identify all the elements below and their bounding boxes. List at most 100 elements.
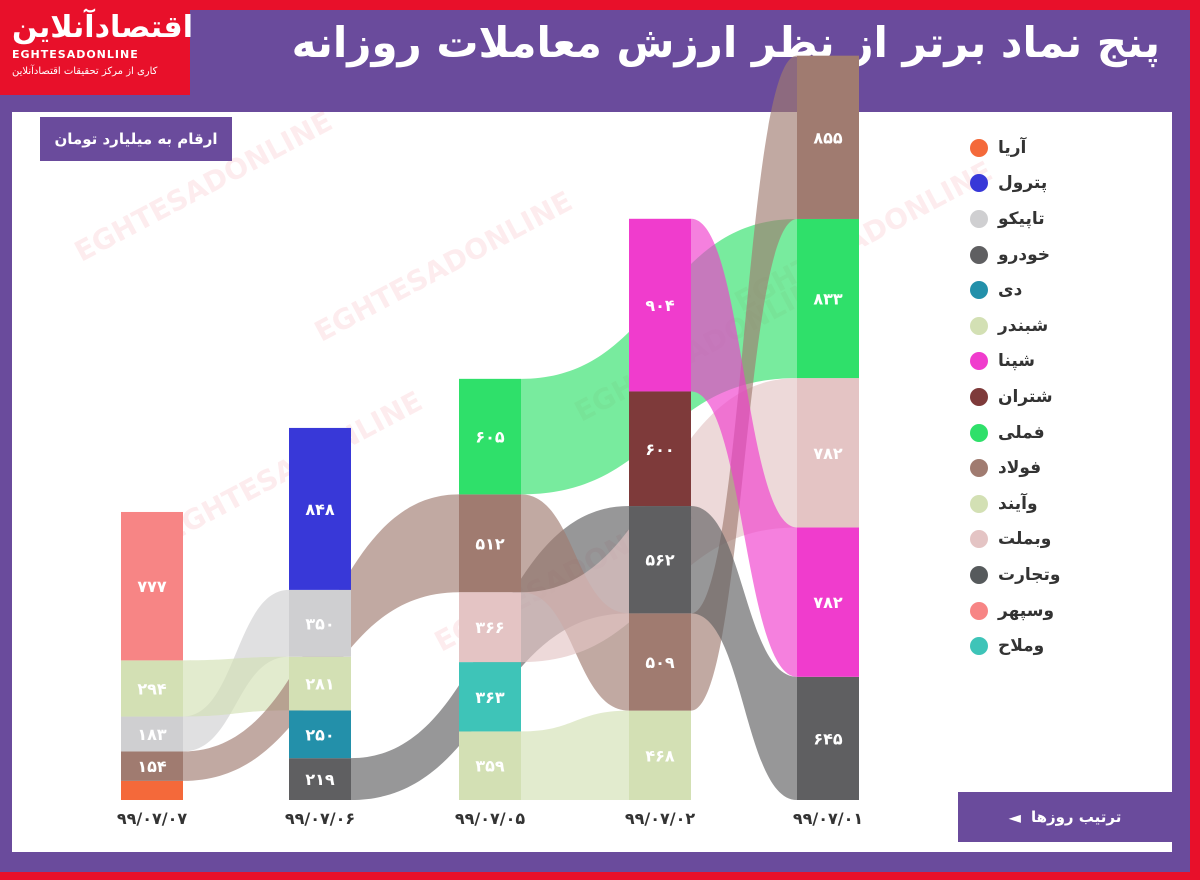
bar-segment — [459, 662, 521, 732]
data-label: ۶۰۰ — [645, 440, 674, 459]
bar-segment — [121, 716, 183, 752]
bar-segment — [121, 511, 183, 661]
bar-segment — [629, 710, 691, 800]
legend-item: شپنا — [970, 344, 1150, 380]
logo-mark: اقتصادآنلاین — [12, 10, 193, 45]
legend-label: وآیند — [998, 493, 1038, 514]
bar-segment — [629, 613, 691, 711]
logo: اقتصادآنلاین EGHTESADONLINE کاری از مرکز… — [0, 0, 193, 95]
legend-label: خودرو — [998, 244, 1050, 265]
legend-swatch — [970, 174, 988, 193]
legend-swatch — [970, 530, 988, 549]
legend-label: تاپیکو — [998, 208, 1045, 229]
data-label: ۲۹۴ — [137, 679, 167, 698]
legend-swatch — [970, 138, 988, 157]
data-label: ۷۷۷ — [137, 577, 167, 596]
legend-item: شتران — [970, 379, 1150, 415]
data-label: ۲۵۰ — [305, 725, 334, 744]
day-order-text: ترتیب روزها — [1030, 808, 1122, 826]
ribbon — [691, 218, 797, 677]
legend-item: وآیند — [970, 486, 1150, 522]
bar-segment — [797, 378, 859, 528]
legend-item: وبملت — [970, 522, 1150, 558]
legend-item: آریا — [970, 130, 1150, 166]
data-label: ۳۶۳ — [475, 688, 505, 707]
day-column: ۱۵۴ ۱۸۳ ۲۹۴ ۷۷۷ ۹۹/۰۷/۰۷ — [117, 511, 188, 828]
ribbon — [183, 656, 289, 717]
data-label: ۴۶۸ — [645, 746, 675, 765]
arrow-left-icon: ◄ — [1008, 807, 1021, 827]
legend-item: پترول — [970, 166, 1150, 202]
data-label: ۱۵۴ — [137, 757, 167, 776]
legend-item: دی — [970, 272, 1150, 308]
data-label: ۵۰۹ — [645, 653, 675, 672]
data-label: ۷۸۲ — [813, 593, 843, 612]
data-label: ۸۴۸ — [305, 500, 335, 519]
day-column: ۴۶۸ ۵۰۹ ۵۶۲ ۶۰۰ ۹۰۴ ۹۹/۰۷/۰۲ — [625, 218, 696, 828]
data-label: ۸۵۵ — [813, 128, 843, 147]
data-label: ۵۶۲ — [645, 551, 675, 570]
legend-swatch — [970, 565, 988, 584]
day-order-label: ترتیب روزها ◄ — [958, 792, 1172, 842]
legend-swatch — [970, 637, 988, 656]
data-label: ۱۸۳ — [137, 725, 167, 744]
data-label: ۶۰۵ — [475, 428, 505, 447]
data-label: ۳۵۹ — [475, 757, 505, 776]
legend-swatch — [970, 494, 988, 513]
data-label: ۸۳۳ — [813, 290, 843, 309]
legend-item: وسپهر — [970, 593, 1150, 629]
bar-segment — [289, 427, 351, 590]
legend: آریا پترول تاپیکو خودرو دی شبندر شپنا شتران فملی… — [970, 130, 1150, 664]
bar-segment — [121, 660, 183, 717]
data-label: ۳۶۶ — [475, 618, 504, 637]
unit-label: ارقام به میلیارد تومان — [40, 117, 232, 161]
legend-item: فولاد — [970, 450, 1150, 486]
data-label: ۲۸۱ — [305, 675, 334, 694]
legend-label: شپنا — [998, 351, 1035, 372]
bar-segment — [289, 656, 351, 711]
bar-segment — [121, 751, 183, 781]
data-label: ۷۸۲ — [813, 444, 843, 463]
page-title: پنج نماد برتر از نظر ارزش معاملات روزانه — [291, 18, 1160, 67]
x-tick-label: ۹۹/۰۷/۰۲ — [625, 809, 696, 828]
legend-item: خودرو — [970, 237, 1150, 273]
legend-item: شبندر — [970, 308, 1150, 344]
day-column: ۳۵۹ ۳۶۳ ۳۶۶ ۵۱۲ ۶۰۵ ۹۹/۰۷/۰۵ — [455, 378, 526, 828]
legend-swatch — [970, 423, 988, 442]
legend-swatch — [970, 281, 988, 300]
legend-swatch — [970, 601, 988, 620]
legend-swatch — [970, 459, 988, 478]
bar-segment — [797, 218, 859, 379]
x-tick-label: ۹۹/۰۷/۰۵ — [455, 809, 526, 828]
legend-label: وبملت — [998, 529, 1052, 550]
legend-item: وتجارت — [970, 557, 1150, 593]
x-tick-label: ۹۹/۰۷/۰۷ — [117, 809, 188, 828]
bar-segment — [289, 758, 351, 800]
legend-label: شتران — [998, 386, 1053, 407]
legend-swatch — [970, 387, 988, 406]
day-column: ۶۴۵ ۷۸۲ ۷۸۲ ۸۳۳ ۸۵۵ ۹۹/۰۷/۰۱ — [793, 55, 863, 828]
day-column: ۲۱۹ ۲۵۰ ۲۸۱ ۳۵۰ ۸۴۸ ۹۹/۰۷/۰۶ — [285, 427, 355, 828]
bar-segment — [459, 592, 521, 663]
bar-segment — [629, 218, 691, 392]
legend-swatch — [970, 316, 988, 335]
bar-segment — [121, 780, 183, 800]
legend-label: وملاح — [998, 636, 1045, 657]
data-label: ۲۱۹ — [305, 770, 335, 789]
ribbon — [521, 710, 629, 800]
legend-label: شبندر — [998, 315, 1049, 336]
logo-tagline: کاری از مرکز تحقیقات اقتصادآنلاین — [12, 66, 158, 77]
bar-segment — [289, 710, 351, 759]
bar-segment — [797, 676, 859, 800]
legend-label: فملی — [998, 422, 1045, 443]
x-tick-label: ۹۹/۰۷/۰۶ — [285, 809, 355, 828]
legend-label: فولاد — [998, 458, 1042, 479]
legend-swatch — [970, 209, 988, 228]
data-label: ۹۰۴ — [645, 296, 675, 315]
legend-swatch — [970, 245, 988, 264]
legend-label: وسپهر — [998, 600, 1055, 621]
bar-segment — [459, 494, 521, 593]
bar-segment — [289, 589, 351, 657]
legend-label: آریا — [998, 137, 1027, 158]
